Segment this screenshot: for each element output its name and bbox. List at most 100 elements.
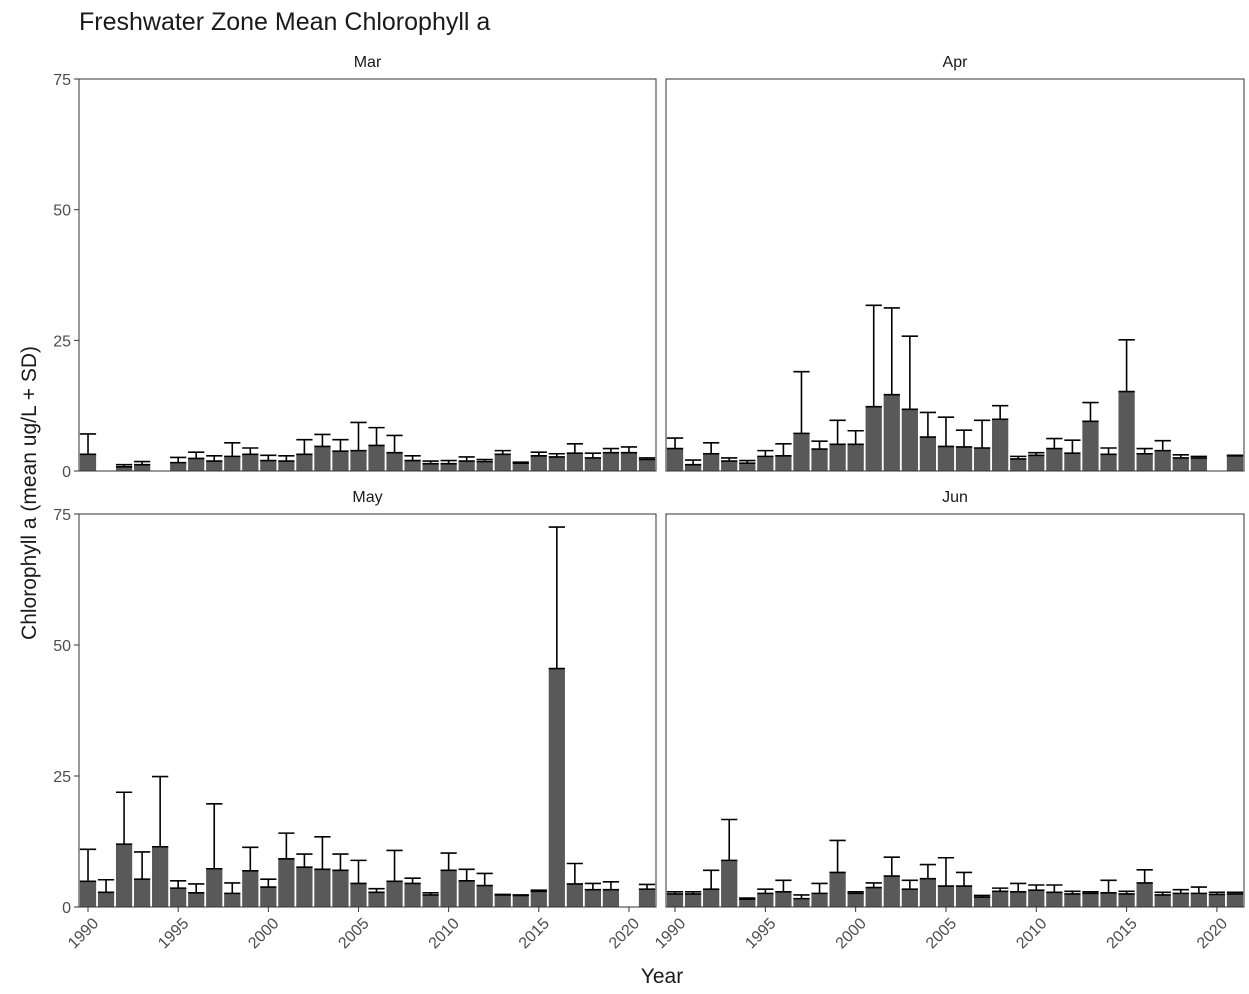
error-bar-may-2013: [494, 893, 511, 896]
error-bar-jun-2007: [973, 894, 991, 898]
error-bar-mar-2011: [458, 456, 475, 462]
x-tick-label: 2015: [1104, 915, 1141, 952]
bar-jun-2003: [901, 889, 918, 907]
bar-may-1999: [242, 870, 259, 907]
x-tick-label: 2010: [426, 915, 463, 952]
bar-mar-2003: [314, 446, 331, 471]
error-bar-mar-2021: [638, 457, 656, 461]
error-bar-may-2011: [458, 868, 475, 882]
error-bar-jun-2009: [1010, 882, 1027, 893]
bar-jun-2009: [1010, 891, 1027, 907]
error-bar-may-1993: [133, 851, 151, 881]
error-bar-may-2019: [602, 881, 620, 891]
error-bar-jun-2016: [1136, 868, 1153, 884]
bar-may-2007: [386, 881, 403, 907]
bar-mar-2015: [530, 455, 547, 471]
error-bar-mar-1995: [170, 456, 187, 464]
bar-apr-2021: [1226, 455, 1244, 471]
panel-border-mar: [78, 78, 657, 472]
bar-apr-1992: [703, 453, 720, 471]
bar-apr-1998: [811, 449, 828, 471]
error-bar-may-2014: [512, 894, 529, 897]
y-tick-label: 25: [53, 333, 71, 350]
bar-apr-2010: [1028, 455, 1045, 471]
error-bar-mar-2016: [548, 452, 565, 458]
error-bar-may-1994: [152, 775, 169, 848]
error-bar-apr-1994: [739, 459, 756, 464]
error-bar-jun-2018: [1172, 888, 1189, 895]
error-bar-may-2015: [530, 889, 547, 893]
error-bar-may-2018: [584, 882, 602, 891]
error-bar-apr-1991: [684, 459, 702, 466]
bar-apr-1991: [684, 464, 702, 471]
bar-may-2021: [638, 889, 656, 907]
error-bar-mar-2009: [422, 460, 439, 465]
error-bar-jun-2005: [937, 856, 955, 887]
x-tick-label: 1995: [742, 915, 779, 952]
error-bar-mar-2001: [278, 455, 295, 462]
error-bar-apr-1998: [811, 440, 828, 450]
bar-apr-2018: [1172, 457, 1189, 471]
bar-mar-1998: [224, 456, 241, 471]
error-bar-jun-2020: [1208, 891, 1226, 896]
error-bar-apr-2003: [901, 335, 918, 411]
bar-may-2000: [260, 887, 277, 907]
error-bar-apr-2012: [1064, 439, 1081, 455]
error-bar-may-1990: [79, 848, 97, 883]
error-bar-jun-1998: [811, 882, 828, 895]
bar-jun-1990: [666, 893, 684, 907]
error-bar-jun-2019: [1190, 886, 1207, 895]
bar-jun-2012: [1064, 893, 1081, 907]
error-bar-jun-2012: [1064, 890, 1081, 895]
bar-may-1996: [188, 892, 205, 907]
error-bar-apr-2016: [1136, 447, 1153, 455]
error-bar-apr-1993: [721, 457, 738, 462]
bar-mar-2017: [566, 453, 583, 471]
bar-may-1995: [170, 888, 187, 907]
error-bar-may-2000: [260, 878, 277, 888]
bar-jun-1995: [757, 893, 774, 907]
bar-may-2001: [278, 858, 295, 907]
error-bar-mar-1997: [206, 455, 223, 462]
bar-apr-2002: [883, 394, 900, 471]
bar-mar-1997: [206, 461, 223, 471]
bar-apr-2013: [1082, 421, 1099, 471]
error-bar-mar-1996: [188, 451, 205, 460]
x-tick-label: 1990: [65, 915, 102, 952]
error-bar-apr-2014: [1100, 447, 1117, 456]
bar-mar-1999: [242, 454, 259, 471]
bar-mar-2005: [350, 450, 367, 471]
bar-jun-2021: [1226, 893, 1244, 907]
error-bar-mar-1993: [133, 460, 151, 466]
error-bar-jun-2004: [919, 863, 937, 880]
bar-jun-2016: [1136, 882, 1153, 907]
error-bar-jun-2014: [1100, 879, 1117, 894]
bar-may-2015: [530, 891, 547, 907]
panel-border-apr: [665, 78, 1245, 472]
bar-apr-2014: [1100, 454, 1117, 471]
error-bar-mar-2002: [296, 438, 313, 456]
error-bar-may-2006: [368, 887, 385, 894]
bar-apr-1995: [757, 456, 774, 471]
error-bar-jun-1994: [739, 897, 756, 900]
bar-mar-2020: [620, 452, 638, 471]
error-bar-mar-2012: [476, 458, 493, 463]
panel-strip-label-apr: Apr: [943, 54, 969, 71]
bar-mar-2021: [638, 459, 656, 471]
error-bar-jun-2000: [847, 891, 864, 895]
bar-mar-2013: [494, 454, 511, 471]
error-bar-mar-2007: [386, 434, 403, 454]
error-bar-apr-1997: [793, 370, 810, 435]
chart-title: Freshwater Zone Mean Chlorophyll a: [79, 8, 490, 36]
error-bar-may-2009: [422, 892, 439, 896]
error-bar-apr-2006: [955, 429, 973, 448]
bar-may-1991: [97, 892, 115, 907]
error-bar-may-1996: [188, 883, 205, 894]
x-tick-label: 2020: [606, 915, 643, 952]
error-bar-mar-2006: [368, 426, 385, 447]
error-bar-mar-1992: [115, 463, 133, 468]
y-tick-label: 25: [53, 769, 71, 786]
bar-apr-2015: [1118, 391, 1135, 471]
bar-may-1997: [206, 868, 223, 907]
error-bar-jun-1991: [684, 891, 702, 895]
